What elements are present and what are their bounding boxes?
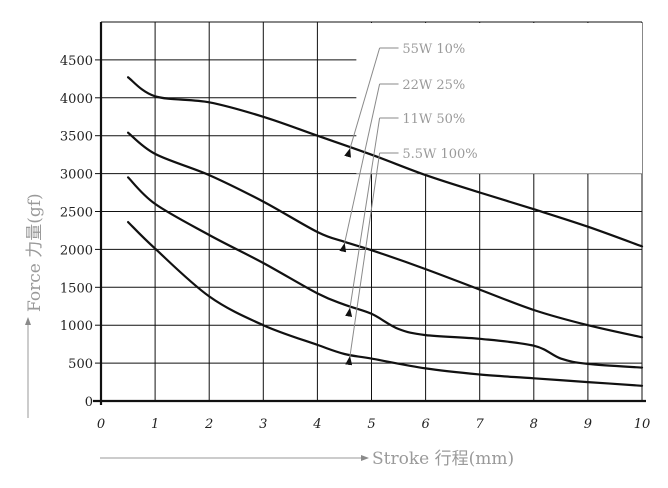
y-tick-label: 3000 — [60, 168, 93, 183]
y-tick-label: 4500 — [60, 54, 93, 69]
y-tick-label: 2500 — [60, 206, 93, 221]
y-tick-label: 3500 — [60, 130, 93, 145]
legend-leaders — [339, 47, 399, 366]
x-tick-label: 6 — [421, 417, 429, 432]
legend-leader-arrow — [345, 117, 381, 317]
y-tick-label: 4000 — [60, 92, 93, 107]
y-tick-label: 1000 — [60, 319, 93, 334]
grid-lines — [101, 21, 643, 401]
legend-label-3: 11W 50% — [402, 112, 465, 127]
legend-label-4: 5.5W 100% — [402, 147, 477, 162]
x-tick-label: 9 — [584, 417, 592, 432]
x-tick-label: 8 — [530, 417, 538, 432]
legend-label-1: 55W 10% — [402, 42, 465, 57]
legend: 55W 10% 22W 25% 11W 50% 5.5W 100% — [402, 42, 477, 162]
x-tick-label: 2 — [204, 417, 213, 432]
legend-leader-arrow — [345, 152, 381, 366]
x-tick-label: 1 — [151, 417, 159, 432]
x-axis-title: Stroke 行程(mm) — [372, 449, 514, 469]
x-tick-label: 4 — [312, 417, 321, 432]
x-tick-labels: 0 1 2 3 4 5 6 7 8 9 10 — [97, 417, 650, 432]
y-tick-label: 500 — [68, 357, 93, 372]
y-tick-label: 2000 — [60, 243, 93, 258]
y-tick-label: 0 — [85, 395, 93, 410]
axes — [93, 22, 646, 405]
series-line-4 — [127, 221, 644, 387]
y-tick-labels: 0 500 1000 1500 2000 2500 3000 3500 4000 4500 — [60, 54, 101, 410]
legend-leader-arrow — [339, 83, 381, 253]
legend-leader-arrow — [344, 47, 381, 158]
y-axis-title: Force 力量(gf) — [25, 193, 45, 312]
x-tick-label: 3 — [259, 417, 267, 432]
legend-label-2: 22W 25% — [402, 78, 465, 93]
series-line-2 — [127, 131, 644, 339]
legend-box — [356, 23, 642, 174]
series-line-3 — [127, 176, 644, 369]
x-tick-label: 5 — [367, 417, 375, 432]
x-tick-label: 7 — [476, 417, 485, 432]
series-line-1 — [127, 76, 644, 248]
series-lines — [127, 76, 644, 387]
x-tick-label: 0 — [97, 417, 105, 432]
x-tick-label: 10 — [634, 417, 651, 432]
y-tick-label: 1500 — [60, 281, 93, 296]
